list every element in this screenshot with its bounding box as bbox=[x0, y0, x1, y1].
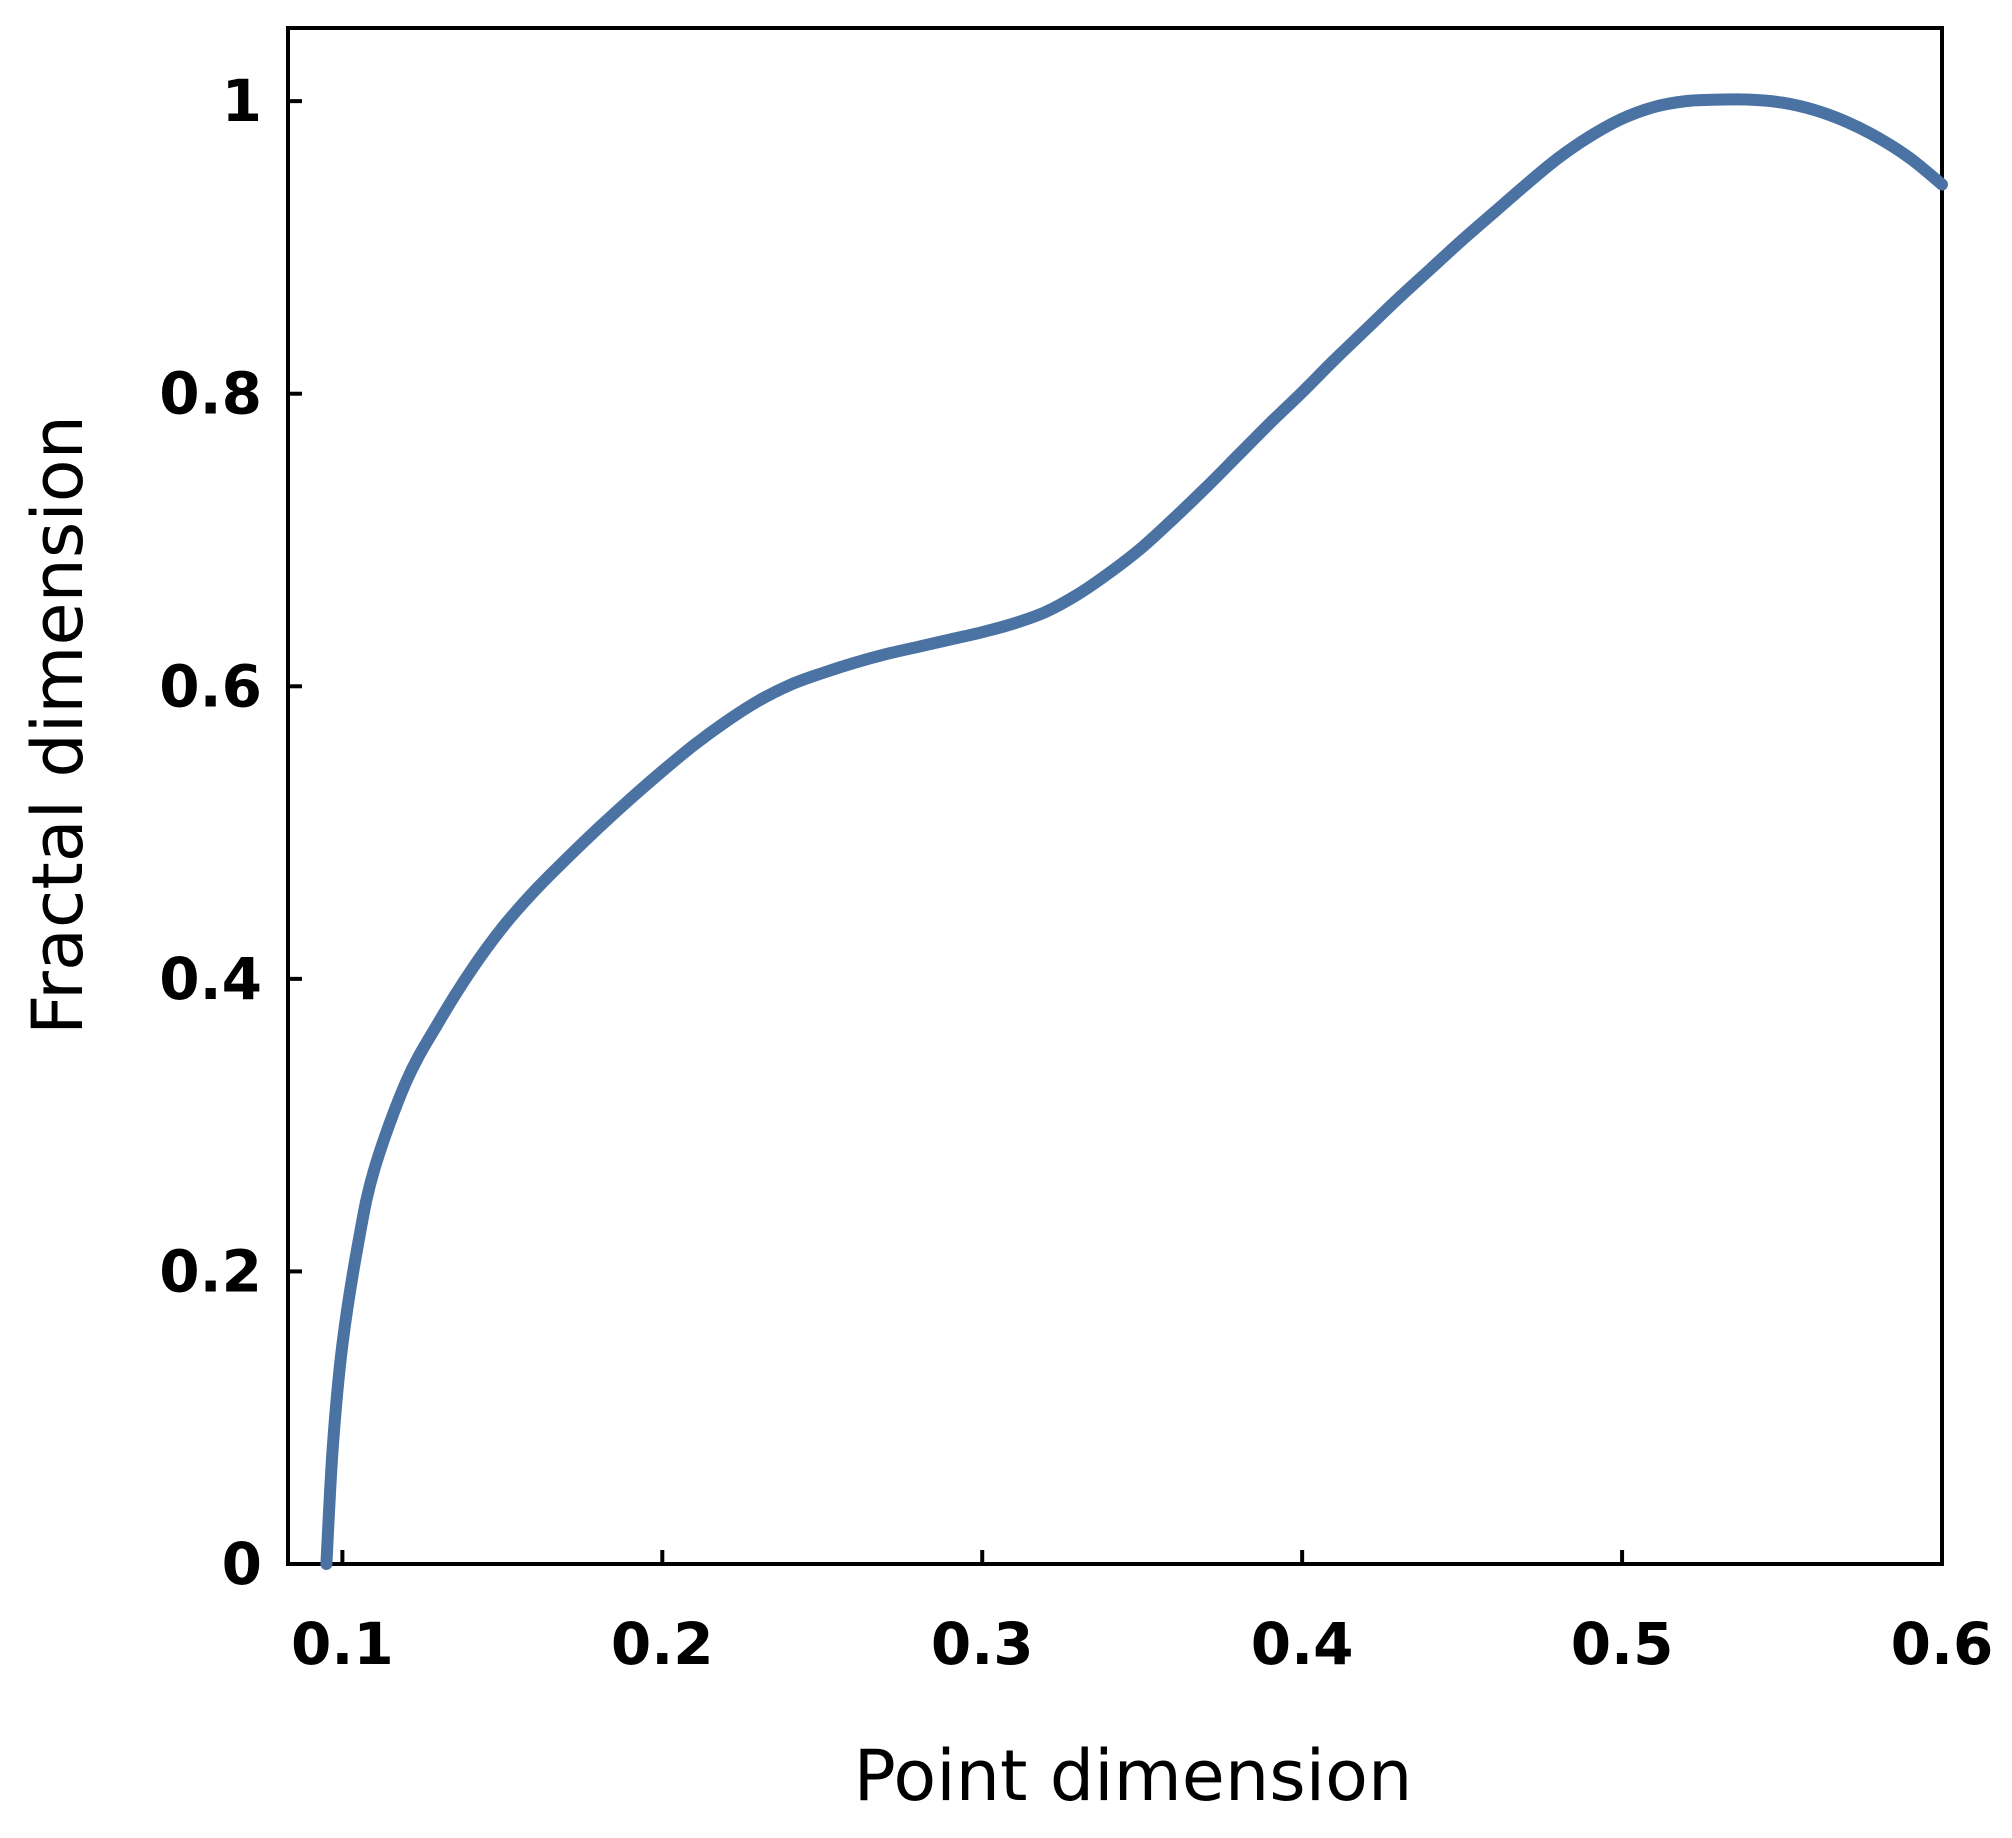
y-tick-label: 1 bbox=[222, 67, 262, 135]
x-tick-label: 0.2 bbox=[611, 1610, 714, 1678]
y-axis-title: Fractal dimension bbox=[17, 415, 99, 1035]
x-tick-label: 0.6 bbox=[1891, 1610, 1994, 1678]
x-tick-label: 0.3 bbox=[931, 1610, 1034, 1678]
x-axis-ticks: 0.1 0.2 0.3 0.4 0.5 0.6 bbox=[291, 1550, 1993, 1678]
y-tick-label: 0.4 bbox=[159, 945, 262, 1013]
y-tick-label: 0.2 bbox=[159, 1237, 262, 1305]
series-line bbox=[320, 93, 1948, 1570]
y-tick-label: 0.8 bbox=[159, 360, 262, 428]
y-axis-ticks: 0 0.2 0.4 0.6 0.8 1 bbox=[159, 67, 302, 1598]
x-tick-label: 0.1 bbox=[291, 1610, 394, 1678]
x-tick-label: 0.4 bbox=[1251, 1610, 1354, 1678]
x-tick-label: 0.5 bbox=[1571, 1610, 1674, 1678]
x-axis-title: Point dimension bbox=[854, 1735, 1413, 1817]
plot-frame bbox=[286, 26, 1944, 1566]
y-tick-label: 0 bbox=[222, 1530, 262, 1598]
y-tick-label: 0.6 bbox=[159, 652, 262, 720]
